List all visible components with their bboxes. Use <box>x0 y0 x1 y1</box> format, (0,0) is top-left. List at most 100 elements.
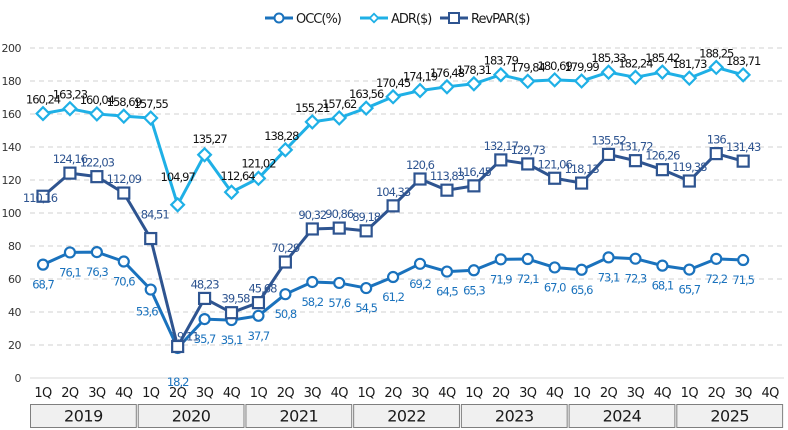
x-tick-label: 2Q <box>277 386 295 401</box>
adr-point <box>654 64 671 80</box>
revpar-point <box>144 231 158 246</box>
occ-point <box>656 259 669 272</box>
adr-data-label: 163,56 <box>349 87 384 101</box>
year-box <box>30 404 137 428</box>
revpar-data-label: 122,03 <box>80 156 115 170</box>
occ-point <box>198 312 211 326</box>
x-tick-label: 1Q <box>34 386 52 401</box>
revpar-point <box>197 291 212 306</box>
adr-point <box>735 66 752 83</box>
year-box <box>245 404 353 428</box>
year-box <box>676 404 784 428</box>
adr-point <box>358 100 375 117</box>
series-group <box>35 59 752 355</box>
adr-data-label: 157,55 <box>134 97 169 111</box>
x-tick-label: 2Q <box>492 386 510 401</box>
revpar-data-label: 116,45 <box>457 165 492 179</box>
x-tick-label: 1Q <box>573 386 591 401</box>
adr-point <box>223 184 240 201</box>
revpar-point <box>251 296 266 310</box>
adr-point <box>331 110 348 126</box>
occ-data-label: 65,7 <box>679 283 701 297</box>
revpar-data-label: 131,72 <box>618 140 653 154</box>
occ-point <box>117 255 130 268</box>
occ-point <box>575 263 588 276</box>
occ-point <box>306 275 319 289</box>
occ-data-label: 53,6 <box>136 305 158 319</box>
x-tick-label: 3Q <box>519 386 537 401</box>
revpar-data-label: 121,06 <box>538 157 573 171</box>
x-tick-label: 2Q <box>169 386 187 401</box>
revpar-point <box>171 339 185 354</box>
adr-data-label: 135,27 <box>192 132 227 146</box>
y-tick-label: 160 <box>2 108 22 121</box>
x-tick-label: 3Q <box>411 386 429 401</box>
x-tick-label: 2Q <box>61 386 79 401</box>
adr-data-label: 182,24 <box>618 56 653 70</box>
x-tick-label: 4Q <box>546 386 564 401</box>
occ-point <box>440 265 454 278</box>
year-label: 2024 <box>603 407 642 426</box>
adr-point <box>88 106 105 122</box>
year-label: 2020 <box>172 407 211 426</box>
occ-point <box>683 263 696 276</box>
year-box <box>460 404 568 428</box>
year-box <box>137 404 245 428</box>
revpar-data-label: 129,73 <box>511 143 546 157</box>
occ-point <box>710 252 723 265</box>
revpar-data-label: 89,18 <box>352 210 381 224</box>
occ-data-label: 71,9 <box>490 272 512 286</box>
y-tick-label: 200 <box>2 42 22 55</box>
legend-label: OCC(%) <box>296 12 341 27</box>
legend: OCC(%) ADR($) RevPAR($) <box>265 12 531 27</box>
occ-data-label: 67,0 <box>544 280 566 294</box>
occ-data-label: 50,8 <box>275 307 297 321</box>
occ-data-label: 35,1 <box>221 333 243 347</box>
occ-data-label: 37,7 <box>248 329 270 343</box>
occ-data-label: 76,3 <box>86 265 108 279</box>
y-tick-label: 0 <box>15 372 22 385</box>
adr-data-label: 174,19 <box>403 70 438 84</box>
adr-data-label: 183,71 <box>726 54 761 68</box>
revpar-data-label: 119,38 <box>672 160 707 174</box>
occ-point <box>360 281 373 295</box>
adr-data-label: 160,04 <box>80 93 115 107</box>
adr-point <box>196 146 213 163</box>
revpar-data-label: 70,29 <box>271 241 300 255</box>
occ-data-label: 18,2 <box>167 375 189 389</box>
legend-marker-circle-icon <box>273 12 285 24</box>
revpar-data-label: 135,52 <box>591 133 626 147</box>
adr-data-label: 163,23 <box>53 88 88 102</box>
adr-point <box>385 88 402 105</box>
y-tick-label: 140 <box>2 141 22 154</box>
adr-data-label: 112,64 <box>220 169 255 183</box>
adr-data-label: 138,28 <box>264 129 299 143</box>
occ-data-label: 54,5 <box>355 301 377 315</box>
adr-data-label: 121,02 <box>241 156 276 170</box>
x-tick-label: 2Q <box>600 386 618 401</box>
adr-data-label: 181,73 <box>672 57 707 71</box>
occ-data-label: 65,3 <box>463 283 485 297</box>
revpar-data-label: 19,11 <box>171 329 200 343</box>
y-axis: 0 20 40 60 80 100 120 140 160 180 200 <box>2 42 23 385</box>
revpar-point <box>359 224 373 238</box>
year-label: 2025 <box>710 407 749 426</box>
occ-data-label: 68,7 <box>32 278 54 292</box>
adr-point <box>708 59 725 76</box>
adr-data-label: 157,62 <box>322 97 357 111</box>
revpar-point <box>117 186 131 200</box>
occ-point <box>467 264 480 277</box>
x-tick-label: 4Q <box>223 386 241 401</box>
occ-data-label: 64,5 <box>436 285 458 299</box>
adr-data-label: 183,79 <box>484 54 519 68</box>
x-tick-label: 3Q <box>88 386 106 401</box>
revpar-point <box>90 170 104 184</box>
revpar-data-label: 39,58 <box>222 292 251 306</box>
occ-point <box>521 252 534 266</box>
occ-data-label: 61,2 <box>382 290 404 304</box>
x-tick-label: 4Q <box>761 386 779 401</box>
revpar-point <box>413 172 427 186</box>
revpar-data-label: 132,17 <box>484 139 519 153</box>
revpar-data-label: 90,32 <box>298 208 327 222</box>
adr-data-label: 185,33 <box>591 51 626 65</box>
